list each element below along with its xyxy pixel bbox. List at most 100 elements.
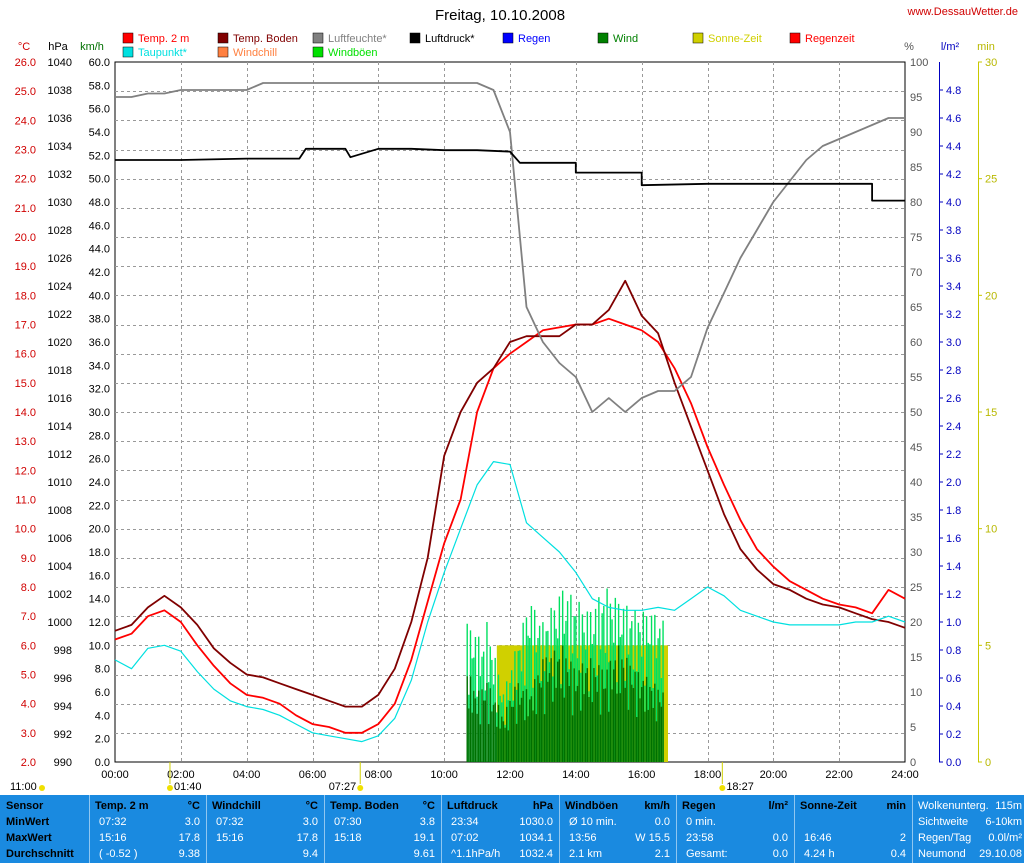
- tick-wind: 42.0: [89, 267, 110, 279]
- tick-pressure: 1016: [48, 393, 72, 405]
- table-cell-time: 07:32: [99, 816, 127, 828]
- axis-unit-humidity: %: [904, 41, 914, 53]
- tick-wind: 10.0: [89, 640, 110, 652]
- extra-value: 115m: [995, 800, 1022, 812]
- table-cell-value: 19.1: [413, 832, 435, 844]
- table-col-unit: °C: [305, 800, 318, 812]
- tick-temp: 15.0: [15, 378, 36, 390]
- tick-pressure: 1000: [48, 617, 72, 629]
- tick-temp: 7.0: [21, 611, 36, 623]
- data-lines: [114, 82, 906, 743]
- tick-rain: 4.2: [946, 169, 961, 181]
- tick-wind: 60.0: [89, 57, 110, 69]
- tick-rain: 3.8: [946, 225, 961, 237]
- tick-rain: 0.8: [946, 645, 961, 657]
- legend-swatch: [409, 32, 421, 44]
- legend-swatch: [692, 32, 704, 44]
- tick-wind: 46.0: [89, 220, 110, 232]
- legend-swatch: [122, 46, 134, 58]
- table-divider: [794, 795, 795, 863]
- table-cell-value: 0.0: [772, 848, 788, 860]
- axis-ticks: 2.0 3.0 4.0 5.0 6.0 7.0 8.0 9.0 10.0 11.0 12.0 13.0…: [15, 57, 998, 781]
- tick-temp: 13.0: [15, 436, 36, 448]
- tick-wind: 28.0: [89, 430, 110, 442]
- tick-pressure: 1012: [48, 449, 72, 461]
- legend-label: Temp. Boden: [233, 33, 298, 45]
- marker-label: 11:00: [10, 781, 37, 793]
- tick-time: 00:00: [101, 769, 129, 781]
- extra-label: Sichtweite: [918, 816, 969, 828]
- extra-value: 29.10.08: [979, 848, 1022, 860]
- table-divider: [206, 795, 207, 863]
- tick-rain: 1.8: [946, 505, 961, 517]
- tick-pressure: 1002: [48, 589, 72, 601]
- tick-temp: 17.0: [15, 320, 36, 332]
- tick-sun: 25: [985, 174, 997, 186]
- legend-label: Luftfeuchte*: [328, 33, 387, 45]
- sun-marker-icon: [357, 785, 364, 791]
- tick-temp: 24.0: [15, 115, 36, 127]
- table-col-unit: l/m²: [768, 800, 788, 812]
- sun-marker-icon: [39, 785, 45, 791]
- extra-value: 0.0l/m²: [988, 832, 1022, 844]
- tick-wind: 0.0: [95, 757, 110, 769]
- table-cell-time: 15:16: [99, 832, 127, 844]
- tick-rain: 1.2: [946, 589, 961, 601]
- tick-temp: 12.0: [15, 465, 36, 477]
- tick-rain: 1.0: [946, 617, 961, 629]
- table-col-header: Luftdruck: [447, 800, 498, 812]
- tick-wind: 34.0: [89, 360, 110, 372]
- tick-time: 16:00: [628, 769, 656, 781]
- tick-rain: 3.4: [946, 281, 961, 293]
- tick-rain: 3.6: [946, 253, 961, 265]
- tick-humidity: 75: [910, 232, 922, 244]
- table-divider: [559, 795, 560, 863]
- table-cell-time: 2.1 km: [569, 848, 603, 860]
- legend-label: Regen: [518, 33, 550, 45]
- tick-rain: 0.4: [946, 701, 961, 713]
- tick-humidity: 25: [910, 582, 922, 594]
- tick-temp: 22.0: [15, 174, 36, 186]
- tick-humidity: 50: [910, 407, 922, 419]
- tick-rain: 0.0: [946, 757, 961, 769]
- tick-rain: 3.0: [946, 337, 961, 349]
- tick-pressure: 990: [54, 757, 72, 769]
- tick-humidity: 10: [910, 687, 922, 699]
- tick-temp: 11.0: [15, 495, 36, 507]
- tick-rain: 2.8: [946, 365, 961, 377]
- tick-time: 22:00: [825, 769, 853, 781]
- legend-swatch: [122, 32, 134, 44]
- table-cell-time: ( -0.52 ): [99, 848, 138, 860]
- tick-temp: 23.0: [15, 145, 36, 157]
- tick-humidity: 95: [910, 92, 922, 104]
- table-cell-value: 1032.4: [519, 848, 553, 860]
- tick-temp: 5.0: [21, 670, 36, 682]
- tick-temp: 20.0: [15, 232, 36, 244]
- tick-temp: 10.0: [15, 524, 36, 536]
- tick-humidity: 40: [910, 477, 922, 489]
- tick-sun: 10: [985, 524, 997, 536]
- extra-label: Regen/Tag: [918, 832, 972, 844]
- sun-marker-icon: [166, 785, 173, 791]
- table-cell-time: 23:58: [686, 832, 714, 844]
- legend-swatch: [597, 32, 609, 44]
- table-cell-value: W 15.5: [635, 832, 670, 844]
- tick-time: 24:00: [891, 769, 919, 781]
- tick-pressure: 1030: [48, 197, 72, 209]
- tick-rain: 3.2: [946, 309, 961, 321]
- tick-pressure: 1014: [48, 421, 72, 433]
- table-cell-time: 15:18: [334, 832, 362, 844]
- tick-sun: 30: [985, 57, 997, 69]
- axis-unit-sun: min: [977, 41, 995, 53]
- tick-wind: 40.0: [89, 290, 110, 302]
- tick-wind: 8.0: [95, 664, 110, 676]
- tick-time: 18:00: [694, 769, 722, 781]
- legend-label: Windchill: [233, 47, 277, 59]
- table-col-unit: °C: [187, 800, 200, 812]
- table-col-header: Windchill: [212, 800, 261, 812]
- tick-humidity: 30: [910, 547, 922, 559]
- tick-humidity: 45: [910, 442, 922, 454]
- table-cell-time: 16:46: [804, 832, 832, 844]
- table-row-label: Durchschnitt: [6, 848, 74, 860]
- tick-humidity: 15: [910, 652, 922, 664]
